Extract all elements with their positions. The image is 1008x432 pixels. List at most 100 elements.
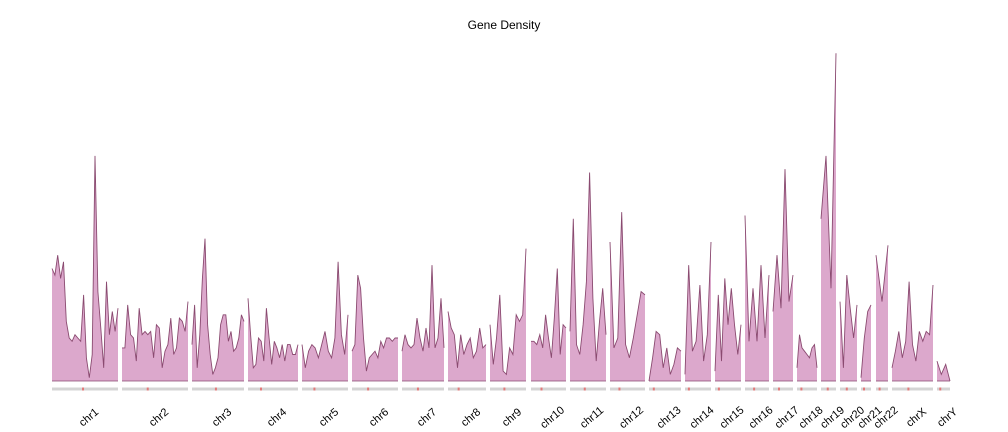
chromosome-label-chr2: chr2: [147, 406, 171, 429]
density-line-chr21: [860, 304, 872, 378]
chromosome-chr1: chr1: [51, 155, 119, 429]
density-area-chr6: [352, 275, 398, 381]
density-area-chr12: [610, 212, 645, 381]
ideogram-chr20: [840, 387, 857, 391]
density-area-chrY: [937, 361, 950, 381]
density-line-chr4: [247, 298, 299, 370]
density-area-chr3: [192, 238, 244, 381]
ideogram-chr15: [715, 387, 741, 391]
density-area-chr21: [861, 304, 871, 381]
density-line-chr20: [839, 275, 858, 368]
chromosome-label-chr1: chr1: [77, 406, 101, 429]
ideogram-chr9: [490, 387, 526, 391]
centromere-chrY: [939, 387, 942, 391]
centromere-chr21: [863, 387, 865, 391]
density-area-chr8: [448, 311, 486, 381]
ideogram-chr22: [876, 387, 888, 391]
ideogram-chr13: [649, 387, 681, 391]
centromere-chr14: [687, 387, 690, 391]
centromere-chr7: [416, 387, 419, 391]
chromosome-label-chr4: chr4: [265, 406, 289, 429]
chromosome-label-chrX: chrX: [904, 405, 930, 429]
density-line-chr18: [796, 334, 818, 368]
density-line-chr16: [744, 215, 770, 342]
density-area-chr16: [745, 215, 769, 381]
centromere-chr2: [146, 387, 149, 391]
ideogram-chr11: [570, 387, 606, 391]
chromosome-chr8: chr8: [447, 311, 487, 429]
chromosome-label-chr18: chr18: [797, 404, 826, 431]
chromosome-chr10: chr10: [531, 268, 567, 431]
chromosome-chr9: chr9: [489, 248, 527, 429]
chromosome-label-chr9: chr9: [500, 406, 524, 429]
centromere-chr12: [618, 387, 621, 391]
centromere-chr6: [367, 387, 370, 391]
density-area-chr17: [773, 169, 793, 381]
chromosome-chr14: chr14: [684, 241, 716, 431]
ideogram-chr5: [302, 387, 348, 391]
ideogram-chr14: [685, 387, 711, 391]
chromosome-chr5: chr5: [301, 261, 349, 429]
chromosome-chr6: chr6: [351, 275, 398, 429]
density-line-chrX: [891, 281, 934, 368]
density-line-chr7: [401, 265, 445, 352]
centromere-chr5: [313, 387, 316, 391]
ideogram-chr17: [773, 387, 793, 391]
ideogram-chr12: [610, 387, 645, 391]
density-line-chr10: [531, 268, 567, 358]
density-line-chr1: [51, 155, 119, 378]
chromosome-chr7: chr7: [401, 265, 445, 429]
chromosome-label-chr13: chr13: [655, 404, 684, 431]
chromosome-chr11: chr11: [569, 172, 607, 431]
density-line-chr19: [820, 53, 837, 289]
density-line-chr15: [714, 278, 742, 372]
centromere-chr18: [800, 387, 803, 391]
chromosome-label-chr16: chr16: [747, 404, 776, 431]
chromosome-label-chr6: chr6: [367, 406, 391, 429]
centromere-chr4: [260, 387, 262, 391]
density-area-chr18: [797, 334, 817, 381]
ideogram-chrY: [937, 387, 950, 391]
centromere-chr1: [82, 387, 85, 391]
chromosome-chr17: chr17: [772, 169, 802, 431]
density-line-chr14: [684, 241, 712, 375]
centromere-chr11: [583, 387, 586, 391]
chromosome-label-chr7: chr7: [415, 406, 439, 429]
chromosome-chr12: chr12: [609, 212, 646, 431]
ideogram-chr4: [248, 387, 298, 391]
density-area-chr10: [531, 268, 566, 381]
density-area-chr5: [302, 261, 348, 381]
centromere-chr16: [753, 387, 756, 391]
ideogram-chr7: [402, 387, 444, 391]
centromere-chr22: [878, 387, 881, 391]
ideogram-chr8: [448, 387, 486, 391]
density-line-chr17: [772, 169, 794, 312]
centromere-chrX: [907, 387, 910, 391]
chromosome-label-chrY: chrY: [935, 405, 961, 429]
chromosome-label-chr17: chr17: [773, 404, 802, 431]
density-area-chr9: [490, 248, 526, 381]
chromosome-label-chr15: chr15: [718, 404, 747, 431]
chromosome-label-chr3: chr3: [210, 406, 234, 429]
ideogram-chr10: [531, 387, 566, 391]
ideogram-chr21: [861, 387, 871, 391]
density-area-chr13: [649, 331, 681, 381]
chromosome-chr3: chr3: [191, 238, 245, 429]
centromere-chr10: [540, 387, 543, 391]
density-line-chr8: [447, 311, 487, 368]
density-area-chr15: [715, 278, 741, 381]
density-line-chr22: [875, 245, 889, 302]
ideogram-chrX: [892, 387, 933, 391]
density-area-chr11: [570, 172, 606, 381]
ideogram-chr1: [52, 387, 118, 391]
centromere-chr17: [778, 387, 780, 391]
ideogram-chr16: [745, 387, 769, 391]
density-area-chr19: [821, 53, 836, 382]
centromere-chr8: [457, 387, 460, 391]
chromosome-chr15: chr15: [714, 278, 747, 431]
ideogram-chr18: [797, 387, 817, 391]
chromosome-chr13: chr13: [648, 330, 684, 431]
chromosome-label-chr8: chr8: [459, 406, 483, 429]
density-area-chr14: [685, 242, 711, 381]
